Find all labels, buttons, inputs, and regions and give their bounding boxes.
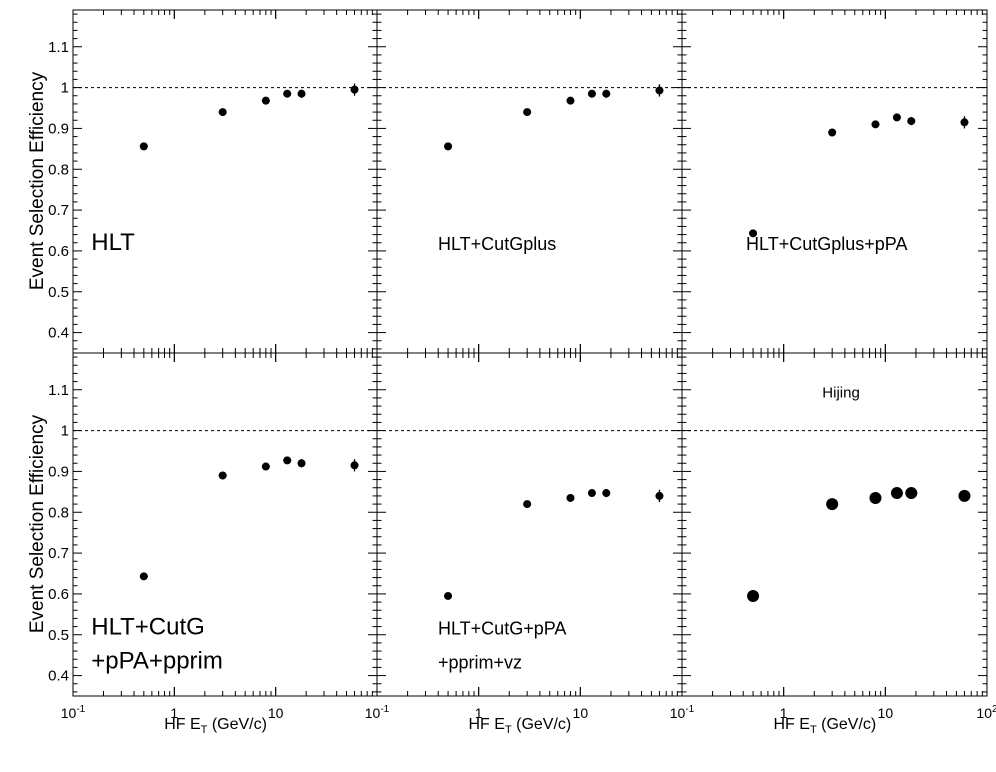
data-point — [892, 113, 901, 122]
panel-frame — [72, 9, 378, 354]
x-tick-label: 1 — [170, 705, 178, 721]
panel-frame — [72, 352, 378, 697]
panel-label: Hijing — [822, 385, 860, 402]
x-axis-title: HF ET (GeV/c) — [469, 716, 572, 736]
data-point — [444, 591, 453, 600]
data-point — [905, 487, 918, 500]
y-tick-label: 0.6 — [48, 586, 69, 603]
data-point — [587, 89, 596, 98]
data-point — [283, 456, 292, 465]
panel-label: +pPA+pprim — [91, 648, 223, 675]
y-tick-label: 0.7 — [48, 545, 69, 562]
panel-frame — [681, 352, 988, 697]
data-point — [297, 89, 306, 98]
data-point — [828, 128, 837, 137]
data-point — [350, 85, 359, 94]
y-tick-label: 0.5 — [48, 284, 69, 301]
x-tick-label: 10 — [878, 705, 894, 721]
data-point — [283, 89, 292, 98]
x-tick-label: 1 — [780, 705, 788, 721]
y-tick-label: 0.9 — [48, 120, 69, 137]
data-point — [890, 487, 903, 500]
x-tick-label: 10 — [268, 705, 284, 721]
data-point — [566, 493, 575, 502]
data-point — [655, 491, 664, 500]
x-axis-title: HF ET (GeV/c) — [774, 716, 877, 736]
x-tick-label: 102 — [976, 704, 996, 721]
y-tick-label: 0.8 — [48, 504, 69, 521]
y-tick-label: 0.4 — [48, 668, 69, 685]
data-point — [297, 459, 306, 468]
data-point — [907, 117, 916, 126]
panel-label: HLT+CutGplus — [438, 234, 556, 254]
data-point — [602, 489, 611, 498]
panel-frame — [376, 352, 683, 697]
data-point — [218, 108, 227, 117]
panel-frame — [376, 9, 683, 354]
x-tick-label: 10-1 — [61, 704, 86, 721]
y-tick-label: 1.1 — [48, 382, 69, 399]
data-point — [139, 142, 148, 151]
data-point — [958, 489, 971, 502]
panel-frame — [681, 9, 988, 354]
y-tick-label: 0.8 — [48, 161, 69, 178]
data-point — [826, 498, 839, 511]
panel-label: HLT+CutG+pPA — [438, 618, 566, 638]
data-point — [602, 89, 611, 98]
x-tick-label: 10-1 — [365, 704, 390, 721]
panel-label: +pprim+vz — [438, 653, 522, 673]
data-point — [587, 489, 596, 498]
y-tick-label: 0.5 — [48, 627, 69, 644]
x-axis-title: HF ET (GeV/c) — [164, 716, 267, 736]
y-tick-label: 0.6 — [48, 243, 69, 260]
y-tick-label: 1 — [61, 423, 69, 440]
panel-bottom-right: Hijing 10-1 1 10 102 HF ET (GeV/c) — [670, 352, 996, 736]
data-point — [747, 589, 760, 602]
panel-label: HLT+CutGplus+pPA — [746, 234, 907, 254]
y-tick-label: 0.9 — [48, 463, 69, 480]
panel-top-left: 0.4 0.5 0.6 0.7 0.8 0.9 1 1.1 HLT — [48, 9, 378, 354]
panel-label: HLT — [91, 229, 135, 256]
y-tick-label: 1.1 — [48, 39, 69, 56]
data-point — [523, 500, 532, 509]
panel-top-right: HLT+CutGplus+pPA — [681, 9, 988, 354]
data-point — [523, 108, 532, 117]
data-point — [444, 142, 453, 151]
data-point — [261, 96, 270, 105]
data-point — [139, 572, 148, 581]
data-point — [218, 471, 227, 480]
x-tick-label: 1 — [475, 705, 483, 721]
data-point — [960, 118, 969, 127]
data-point — [261, 462, 270, 471]
data-point — [749, 229, 758, 238]
x-tick-label: 10-1 — [670, 704, 695, 721]
data-point — [871, 120, 880, 129]
y-axis-title-bottom: Event Selection Efficiency — [27, 414, 48, 633]
data-point — [350, 461, 359, 470]
data-point — [655, 86, 664, 95]
y-tick-label: 0.7 — [48, 202, 69, 219]
x-tick-label: 10 — [573, 705, 589, 721]
y-tick-label: 1 — [61, 80, 69, 97]
y-axis-title-top: Event Selection Efficiency — [27, 71, 48, 290]
panel-top-middle: HLT+CutGplus — [376, 9, 683, 354]
panel-label: HLT+CutG — [91, 613, 205, 640]
data-point — [869, 491, 882, 504]
panel-bottom-left: 0.4 0.5 0.6 0.7 0.8 0.9 1 1.1 HLT+CutG +pPA+pprim… — [48, 352, 378, 736]
data-point — [566, 96, 575, 105]
y-tick-label: 0.4 — [48, 325, 69, 342]
